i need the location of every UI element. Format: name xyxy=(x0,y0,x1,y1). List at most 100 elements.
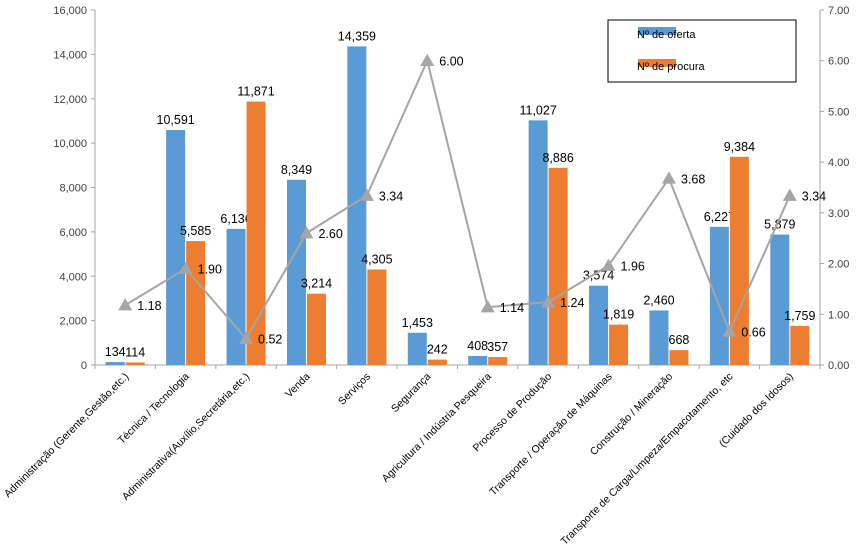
legend-label-oferta: Nº de oferta xyxy=(637,29,696,41)
left-tick-label: 14,000 xyxy=(53,49,87,61)
bar-value-label-oferta: 1,453 xyxy=(402,316,433,330)
category-label: Administrativa(Auxílio,Secretária,etc.) xyxy=(120,371,252,503)
bar-procura xyxy=(488,357,508,365)
bar-procura xyxy=(548,167,568,365)
ratio-value-label: 1.24 xyxy=(560,296,584,310)
ratio-value-label: 0.66 xyxy=(741,326,765,340)
legend-label-procura: Nº de procura xyxy=(637,61,705,73)
ratio-value-label: 1.14 xyxy=(500,301,524,315)
ratio-value-label: 1.90 xyxy=(198,263,222,277)
bar-oferta xyxy=(468,355,488,365)
bar-value-label-oferta: 5,879 xyxy=(764,218,795,232)
bar-value-label-oferta: 8,349 xyxy=(281,163,312,177)
category-label: Serviços xyxy=(336,371,373,408)
ratio-marker xyxy=(359,188,374,201)
bar-value-label-procura: 1,759 xyxy=(784,309,815,323)
ratio-marker xyxy=(782,188,797,201)
left-tick-label: 2,000 xyxy=(59,316,87,328)
right-tick-label: 0.00 xyxy=(828,360,849,372)
bar-procura xyxy=(729,156,749,365)
bar-value-label-oferta: 2,460 xyxy=(643,293,674,307)
ratio-value-label: 1.96 xyxy=(621,260,645,274)
category-label: Venda xyxy=(283,371,313,401)
right-tick-label: 7.00 xyxy=(828,5,849,17)
bar-value-label-procura: 668 xyxy=(669,333,690,347)
right-tick-label: 1.00 xyxy=(828,309,849,321)
bar-value-label-procura: 114 xyxy=(125,345,145,359)
bar-procura xyxy=(125,362,145,365)
legend-swatch-oferta xyxy=(638,27,676,35)
bar-value-label-oferta: 408 xyxy=(467,339,488,353)
bar-oferta xyxy=(105,362,125,365)
bar-value-label-oferta: 14,359 xyxy=(338,29,376,43)
left-tick-label: 12,000 xyxy=(53,94,87,106)
bar-procura xyxy=(790,325,810,365)
ratio-marker xyxy=(722,324,737,337)
legend-swatch-procura xyxy=(638,59,676,67)
ratio-marker xyxy=(420,53,435,66)
bar-value-label-oferta: 11,027 xyxy=(519,103,556,117)
bar-oferta xyxy=(166,130,186,365)
bar-value-label-oferta: 10,591 xyxy=(157,113,195,127)
ratio-marker xyxy=(178,261,193,274)
bar-oferta xyxy=(286,179,306,365)
right-tick-label: 5.00 xyxy=(828,106,849,118)
bar-value-label-procura: 1,819 xyxy=(603,308,634,322)
ratio-value-label: 3.34 xyxy=(802,190,826,204)
bar-value-label-oferta: 134 xyxy=(105,345,126,359)
category-label: Agricultura / Indústria Pesqueira xyxy=(380,371,494,485)
left-tick-label: 4,000 xyxy=(59,271,87,283)
ratio-value-label: 0.52 xyxy=(258,333,282,347)
bar-procura xyxy=(186,241,206,365)
bar-oferta xyxy=(649,310,669,365)
ratio-marker xyxy=(299,226,314,239)
bar-value-label-procura: 357 xyxy=(487,340,508,354)
left-tick-label: 16,000 xyxy=(53,5,87,17)
bar-value-label-oferta: 6,136 xyxy=(220,212,251,226)
category-label: Administração (Gerente,Gestão,etc.) xyxy=(2,371,131,500)
ratio-value-label: 3.68 xyxy=(681,172,705,186)
bar-procura xyxy=(367,269,387,365)
bar-procura xyxy=(246,101,266,366)
bar-value-label-oferta: 6,227 xyxy=(704,210,735,224)
bar-oferta xyxy=(407,332,427,365)
ratio-value-label: 2.60 xyxy=(318,227,342,241)
bar-value-label-procura: 5,585 xyxy=(180,224,211,238)
bar-value-label-procura: 4,305 xyxy=(361,252,392,266)
left-tick-label: 8,000 xyxy=(59,183,87,195)
bar-value-label-oferta: 3,574 xyxy=(583,269,614,283)
bar-value-label-procura: 8,886 xyxy=(542,151,573,165)
bar-oferta xyxy=(709,226,729,365)
right-tick-label: 4.00 xyxy=(828,157,849,169)
bar-value-label-procura: 3,214 xyxy=(301,277,332,291)
ratio-marker xyxy=(239,331,254,344)
ratio-marker xyxy=(541,295,556,308)
bar-procura xyxy=(609,324,629,365)
ratio-marker xyxy=(118,298,133,311)
right-tick-label: 3.00 xyxy=(828,208,849,220)
bar-oferta xyxy=(347,46,367,365)
left-tick-label: 6,000 xyxy=(59,227,87,239)
right-tick-label: 6.00 xyxy=(828,56,849,68)
bar-procura xyxy=(669,350,689,365)
bar-value-label-procura: 9,384 xyxy=(724,140,755,154)
category-label: Segurança xyxy=(389,371,434,416)
bar-procura xyxy=(306,293,326,365)
bar-oferta xyxy=(589,285,609,365)
ratio-value-label: 6.00 xyxy=(439,55,463,69)
left-tick-label: 0 xyxy=(81,360,87,372)
ratio-marker xyxy=(601,258,616,271)
ratio-marker xyxy=(661,171,676,184)
ratio-marker xyxy=(480,300,495,313)
bar-oferta xyxy=(770,234,790,365)
bar-oferta xyxy=(226,228,246,365)
ratio-value-label: 1.18 xyxy=(137,299,161,313)
right-tick-label: 2.00 xyxy=(828,259,849,271)
ratio-line xyxy=(124,57,791,341)
ratio-value-label: 3.34 xyxy=(379,190,403,204)
bar-procura xyxy=(427,359,447,365)
bar-value-label-procura: 242 xyxy=(427,343,448,357)
category-label: Transporte / Operação de Máquinas xyxy=(487,371,614,498)
